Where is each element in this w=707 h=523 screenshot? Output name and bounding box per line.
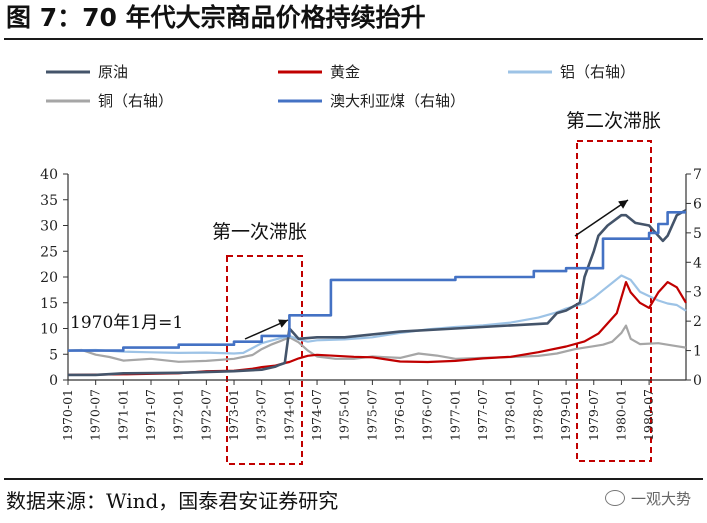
second-stagflation-label: 第二次滞胀	[566, 110, 661, 132]
base-date-label: 1970年1月=1	[70, 313, 183, 333]
y-left-tick-label: 40	[40, 167, 58, 183]
y-right-tick-label: 2	[693, 314, 702, 330]
x-tick-label: 1974-01	[281, 389, 296, 441]
figure-title: 图 7：70 年代大宗商品价格持续抬升	[6, 3, 426, 32]
legend-label: 黄金	[330, 63, 360, 81]
legend-label: 铝（右轴）	[560, 63, 635, 81]
x-tick-label: 1977-01	[447, 389, 462, 441]
x-tick-label: 1978-07	[530, 389, 545, 441]
series-line	[67, 281, 687, 376]
y-left-tick-label: 20	[40, 270, 58, 286]
legend-label: 铜（右轴）	[98, 92, 173, 110]
legend-label: 澳大利亚煤（右轴）	[330, 92, 465, 110]
x-tick-label: 1980-01	[613, 389, 628, 441]
legend-label: 原油	[98, 63, 128, 81]
y-left-tick-label: 30	[40, 219, 58, 235]
y-left-tick-label: 15	[40, 296, 58, 312]
title-rule	[4, 38, 703, 40]
wechat-logo-icon	[604, 490, 625, 506]
y-right-tick-label: 0	[693, 373, 702, 389]
series-line	[68, 211, 686, 352]
y-right-tick-label: 3	[693, 285, 702, 301]
first-stagflation-label: 第一次滞胀	[212, 221, 307, 243]
x-tick-label: 1975-07	[364, 389, 379, 441]
y-right-tick-label: 5	[693, 226, 702, 242]
y-right-tick-label: 4	[693, 255, 702, 271]
x-tick-label: 1979-07	[586, 389, 601, 441]
series-line	[68, 208, 687, 377]
y-right-tick-label: 7	[693, 167, 702, 183]
x-tick-label: 1970-07	[88, 389, 103, 441]
y-left-tick-label: 5	[49, 347, 58, 363]
line-chart: 原油 黄金 铝（右轴）铜（右轴） 澳大利亚煤（右轴） 0510152025303540…	[40, 63, 702, 465]
first-trend-arrow	[244, 319, 289, 340]
x-tick-label: 1972-01	[171, 389, 186, 441]
x-tick-label: 1973-01	[226, 389, 241, 441]
watermark-text: 一观大势	[630, 490, 691, 508]
axes: 0 5 10 15 20 25 30 35 40 0 1 2 3 4 5 6 7 1970-01 1970-07 19…	[40, 167, 702, 441]
x-tick-label: 1971-01	[115, 389, 130, 441]
x-tick-label: 1974-07	[309, 389, 324, 441]
y-left-tick-label: 25	[40, 244, 58, 260]
x-tick-label: 1980-07	[641, 389, 656, 441]
legend: 原油 黄金 铝（右轴） 铜（右轴） 澳大利亚煤（右轴）	[46, 63, 635, 110]
y-right-tick-label: 1	[693, 344, 702, 360]
y-left-tick-label: 0	[49, 373, 58, 389]
x-tick-label: 1972-07	[198, 389, 213, 441]
x-tick-label: 1977-07	[475, 389, 490, 441]
x-tick-label: 1971-07	[143, 389, 158, 441]
x-tick-label: 1970-01	[60, 389, 75, 441]
watermark: 一观大势	[604, 488, 691, 509]
x-tick-label: 1976-01	[392, 389, 407, 441]
second-stagflation-box	[576, 140, 652, 462]
annotations: 第一次滞胀 第二次滞胀 1970年1月=1	[70, 110, 661, 340]
x-tick-label: 1975-01	[337, 389, 352, 441]
y-left-tick-label: 35	[40, 193, 58, 209]
x-tick-label: 1978-01	[503, 389, 518, 441]
source-note: 数据来源：Wind，国泰君安证券研究	[6, 489, 339, 513]
x-tick-label: 1979-01	[558, 389, 573, 441]
series-lines	[67, 208, 687, 377]
y-right-tick-label: 6	[693, 196, 702, 212]
second-trend-arrow	[574, 199, 629, 237]
x-tick-label: 1973-07	[254, 389, 269, 441]
y-left-tick-label: 10	[40, 322, 58, 338]
source-rule	[4, 478, 703, 480]
x-tick-label: 1976-07	[420, 389, 435, 441]
